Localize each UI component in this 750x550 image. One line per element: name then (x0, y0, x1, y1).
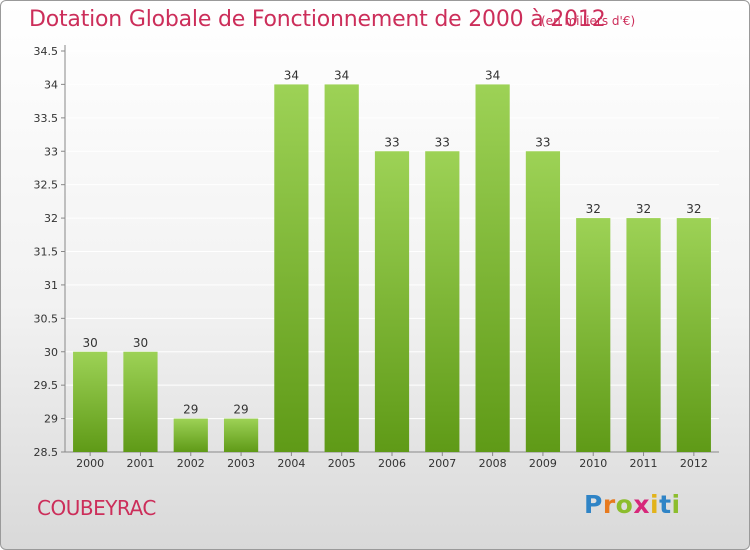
x-tick-label-2011: 2011 (630, 457, 658, 470)
y-tick-label: 29 (44, 413, 58, 426)
y-tick-label: 32.5 (34, 179, 59, 192)
y-tick-label: 33.5 (34, 112, 59, 125)
x-tick-label-2010: 2010 (579, 457, 607, 470)
data-label-2009: 33 (535, 135, 550, 149)
data-label-2011: 32 (636, 202, 651, 216)
bar-2000 (73, 351, 108, 452)
bar-2009 (525, 151, 561, 452)
chart-subtitle: (en milliers d'€) (541, 14, 636, 28)
data-label-2010: 32 (586, 202, 601, 216)
bar-2007 (425, 151, 460, 452)
bar-2003 (223, 418, 259, 452)
bar-2010 (576, 218, 611, 452)
proxiti-logo[interactable]: Proxiti (584, 490, 681, 519)
x-tick-label-2012: 2012 (680, 457, 708, 470)
bar-2005 (324, 84, 359, 453)
x-tick-label-2006: 2006 (378, 457, 406, 470)
bar-2002 (173, 418, 208, 452)
chart-title: Dotation Globale de Fonctionnement de 20… (29, 7, 606, 32)
bar-2012 (676, 218, 711, 452)
bars (73, 84, 711, 453)
data-label-2008: 34 (485, 68, 500, 82)
data-label-2006: 33 (384, 135, 399, 149)
data-label-2001: 30 (133, 336, 148, 350)
y-tick-label: 31 (44, 279, 58, 292)
y-tick-labels: 28.5 29 29.5 30 30.5 31 31.5 32 32.5 33 33.5 34 34.5 (34, 45, 59, 459)
x-tick-label-2003: 2003 (227, 457, 255, 470)
x-tick-label-2001: 2001 (126, 457, 154, 470)
data-label-2000: 30 (83, 336, 98, 350)
y-tick-label: 33 (44, 145, 58, 158)
y-tick-label: 31.5 (34, 246, 59, 259)
data-label-2002: 29 (183, 403, 198, 417)
data-label-2003: 29 (233, 403, 248, 417)
y-tick-label: 29.5 (34, 379, 59, 392)
bar-2001 (123, 351, 158, 452)
x-tick-label-2005: 2005 (328, 457, 356, 470)
bar-2004 (274, 84, 309, 453)
y-tick-label: 32 (44, 212, 58, 225)
x-tick-label-2004: 2004 (277, 457, 305, 470)
y-tick-label: 34.5 (34, 45, 59, 58)
data-label-2004: 34 (284, 68, 299, 82)
bar-2008 (475, 84, 510, 453)
commune-name: COUBEYRAC (37, 496, 156, 520)
y-tick-label: 28.5 (34, 446, 59, 459)
data-label-2005: 34 (334, 68, 349, 82)
x-tick-label-2002: 2002 (177, 457, 205, 470)
y-tick-label: 34 (44, 78, 58, 91)
x-tick-label-2008: 2008 (479, 457, 507, 470)
data-labels: 30 30 29 29 34 34 33 33 34 33 32 32 32 (83, 68, 702, 416)
x-tick-label-2000: 2000 (76, 457, 104, 470)
bar-2006 (374, 151, 410, 452)
x-tick-label-2009: 2009 (529, 457, 557, 470)
bar-2011 (626, 218, 661, 452)
y-tick-label: 30 (44, 346, 58, 359)
x-tick-label-2007: 2007 (428, 457, 456, 470)
y-tick-label: 30.5 (34, 312, 59, 325)
x-tick-labels: 2000 2001 2002 2003 2004 2005 2006 2007 2008 2009… (76, 457, 708, 470)
data-label-2012: 32 (686, 202, 701, 216)
data-label-2007: 33 (435, 135, 450, 149)
